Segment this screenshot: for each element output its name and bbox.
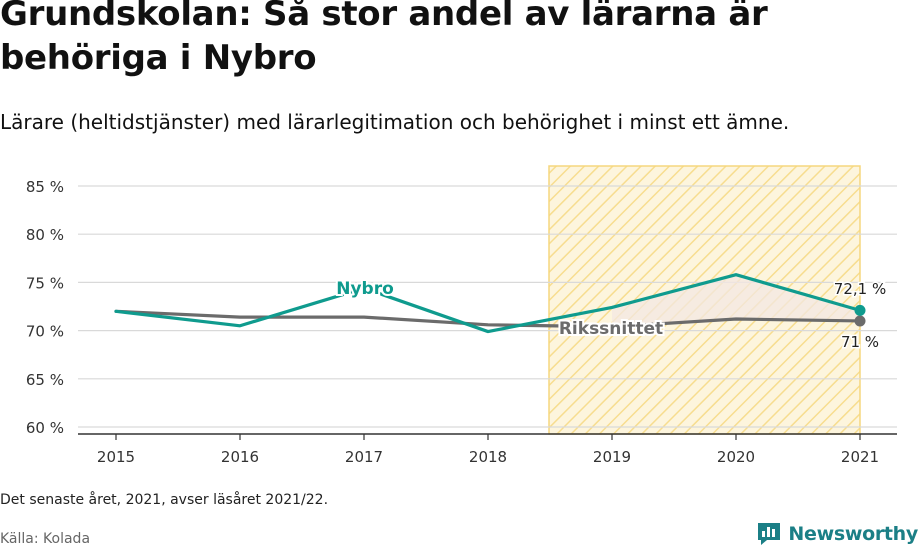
source-label: Källa: Kolada [0, 531, 91, 547]
y-tick-label: 80 % [26, 226, 64, 244]
y-tick-label: 60 % [26, 419, 64, 437]
x-tick-label: 2020 [717, 448, 755, 466]
footnote: Det senaste året, 2021, avser läsåret 20… [0, 492, 329, 508]
brand-logo: Newsworthy [756, 520, 918, 548]
y-tick-label: 85 % [26, 178, 64, 196]
line-chart: 60 % 65 % 70 % 75 % 80 % 85 % 2015 2016 2017 201… [26, 165, 897, 466]
series-label-nybro: Nybro [336, 279, 394, 299]
x-tick-label: 2018 [469, 448, 507, 466]
bar-chart-bubble-icon [758, 523, 781, 545]
end-label-riket: 71 % [841, 333, 879, 351]
y-tick-label: 65 % [26, 371, 64, 389]
y-tick-label: 70 % [26, 323, 64, 341]
x-tick-label: 2019 [593, 448, 631, 466]
x-tick-label: 2015 [97, 448, 135, 466]
end-label-nybro: 72,1 % [834, 280, 886, 298]
x-tick-label: 2017 [345, 448, 383, 466]
end-point-nybro [854, 304, 866, 316]
series-line-nybro [114, 273, 862, 334]
brand-name: Newsworthy [788, 523, 918, 545]
difference-area [612, 274, 860, 327]
chart-subtitle: Lärare (heltidstjänster) med lärarlegiti… [0, 110, 790, 134]
end-point-riket [854, 315, 866, 327]
y-tick-label: 75 % [26, 274, 64, 292]
x-tick-label: 2021 [841, 448, 879, 466]
series-line-riket [114, 309, 862, 329]
series-label-riket: Rikssnittet [559, 319, 663, 339]
x-tick-label: 2016 [221, 448, 259, 466]
chart-title: Grundskolan: Så stor andel av lärarna är… [0, 0, 768, 78]
